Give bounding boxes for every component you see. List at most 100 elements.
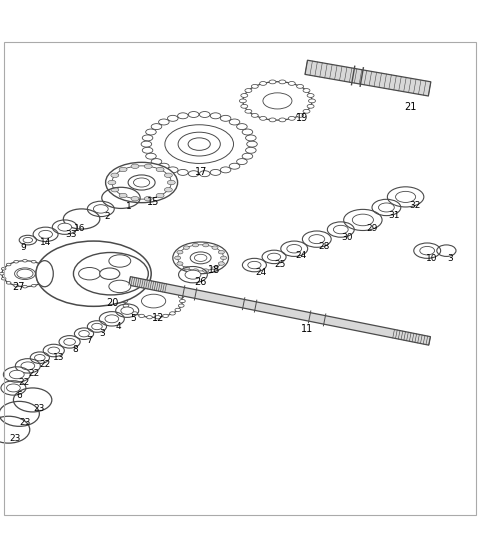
Ellipse shape	[146, 316, 152, 319]
Polygon shape	[305, 60, 431, 96]
Ellipse shape	[242, 129, 252, 135]
Ellipse shape	[132, 312, 138, 315]
Ellipse shape	[46, 272, 50, 275]
Text: 22: 22	[28, 369, 40, 378]
Ellipse shape	[36, 241, 151, 306]
Text: 13: 13	[53, 353, 65, 362]
Ellipse shape	[127, 308, 132, 311]
Ellipse shape	[133, 178, 150, 187]
Text: 11: 11	[301, 324, 313, 334]
Ellipse shape	[212, 246, 218, 250]
Ellipse shape	[307, 94, 314, 97]
Ellipse shape	[199, 111, 210, 118]
Text: 15: 15	[147, 197, 160, 207]
Ellipse shape	[190, 252, 211, 264]
Text: 1: 1	[126, 202, 132, 211]
Text: 20: 20	[107, 297, 119, 307]
Ellipse shape	[179, 295, 184, 298]
Ellipse shape	[303, 89, 310, 92]
Ellipse shape	[173, 242, 228, 273]
Ellipse shape	[220, 256, 227, 260]
Ellipse shape	[177, 262, 183, 265]
Text: 2: 2	[105, 212, 110, 221]
Ellipse shape	[192, 243, 199, 247]
Text: 19: 19	[296, 113, 309, 123]
Text: 23: 23	[20, 418, 31, 427]
Ellipse shape	[131, 164, 139, 169]
Ellipse shape	[267, 253, 281, 261]
Ellipse shape	[220, 167, 231, 173]
Ellipse shape	[44, 267, 48, 270]
Text: 10: 10	[426, 254, 438, 263]
Ellipse shape	[334, 226, 348, 234]
Ellipse shape	[39, 282, 44, 284]
Ellipse shape	[48, 347, 60, 354]
Ellipse shape	[92, 323, 102, 330]
Ellipse shape	[36, 261, 53, 287]
Text: 4: 4	[115, 323, 121, 331]
Ellipse shape	[163, 285, 168, 288]
Text: 24: 24	[295, 251, 307, 261]
Ellipse shape	[79, 267, 100, 280]
Ellipse shape	[269, 118, 276, 122]
Ellipse shape	[146, 114, 252, 174]
Text: 17: 17	[195, 167, 208, 177]
Ellipse shape	[269, 80, 276, 84]
Ellipse shape	[10, 370, 24, 379]
Ellipse shape	[252, 85, 258, 89]
Ellipse shape	[303, 109, 310, 113]
Text: 28: 28	[319, 242, 330, 251]
Ellipse shape	[199, 171, 210, 177]
Ellipse shape	[21, 362, 35, 370]
Polygon shape	[129, 277, 431, 345]
Ellipse shape	[241, 94, 248, 97]
Ellipse shape	[237, 124, 247, 130]
Ellipse shape	[142, 294, 166, 308]
Ellipse shape	[111, 188, 119, 192]
Ellipse shape	[14, 268, 36, 280]
Ellipse shape	[1, 277, 6, 280]
Text: 22: 22	[39, 360, 50, 369]
Ellipse shape	[100, 268, 120, 280]
Text: 23: 23	[33, 404, 45, 413]
Text: 23: 23	[9, 434, 21, 443]
Text: 25: 25	[275, 260, 286, 268]
Ellipse shape	[192, 269, 199, 272]
Ellipse shape	[240, 99, 246, 103]
Text: 3: 3	[447, 254, 453, 263]
Ellipse shape	[2, 261, 48, 287]
Ellipse shape	[260, 116, 266, 120]
Ellipse shape	[288, 116, 295, 120]
Ellipse shape	[378, 203, 395, 212]
Ellipse shape	[119, 193, 127, 198]
Ellipse shape	[6, 282, 11, 284]
Ellipse shape	[252, 114, 258, 118]
Ellipse shape	[108, 180, 116, 185]
Ellipse shape	[14, 285, 18, 287]
Text: 5: 5	[130, 314, 136, 323]
Ellipse shape	[156, 167, 164, 172]
Ellipse shape	[151, 159, 162, 164]
Ellipse shape	[243, 82, 312, 120]
Ellipse shape	[144, 164, 152, 169]
Ellipse shape	[164, 173, 172, 178]
Text: 3: 3	[99, 329, 105, 338]
Ellipse shape	[64, 339, 75, 345]
Ellipse shape	[127, 291, 132, 294]
Ellipse shape	[194, 255, 207, 261]
Text: 26: 26	[194, 277, 207, 287]
Ellipse shape	[246, 135, 256, 141]
Ellipse shape	[242, 153, 252, 159]
Ellipse shape	[237, 159, 247, 164]
Ellipse shape	[146, 153, 156, 159]
Ellipse shape	[122, 300, 128, 302]
Ellipse shape	[279, 80, 286, 84]
Ellipse shape	[111, 173, 119, 178]
Text: 7: 7	[86, 336, 92, 345]
Ellipse shape	[178, 132, 220, 156]
Ellipse shape	[263, 93, 292, 109]
Ellipse shape	[142, 147, 153, 153]
Ellipse shape	[245, 109, 252, 113]
Ellipse shape	[180, 300, 185, 302]
Text: 27: 27	[12, 282, 24, 292]
